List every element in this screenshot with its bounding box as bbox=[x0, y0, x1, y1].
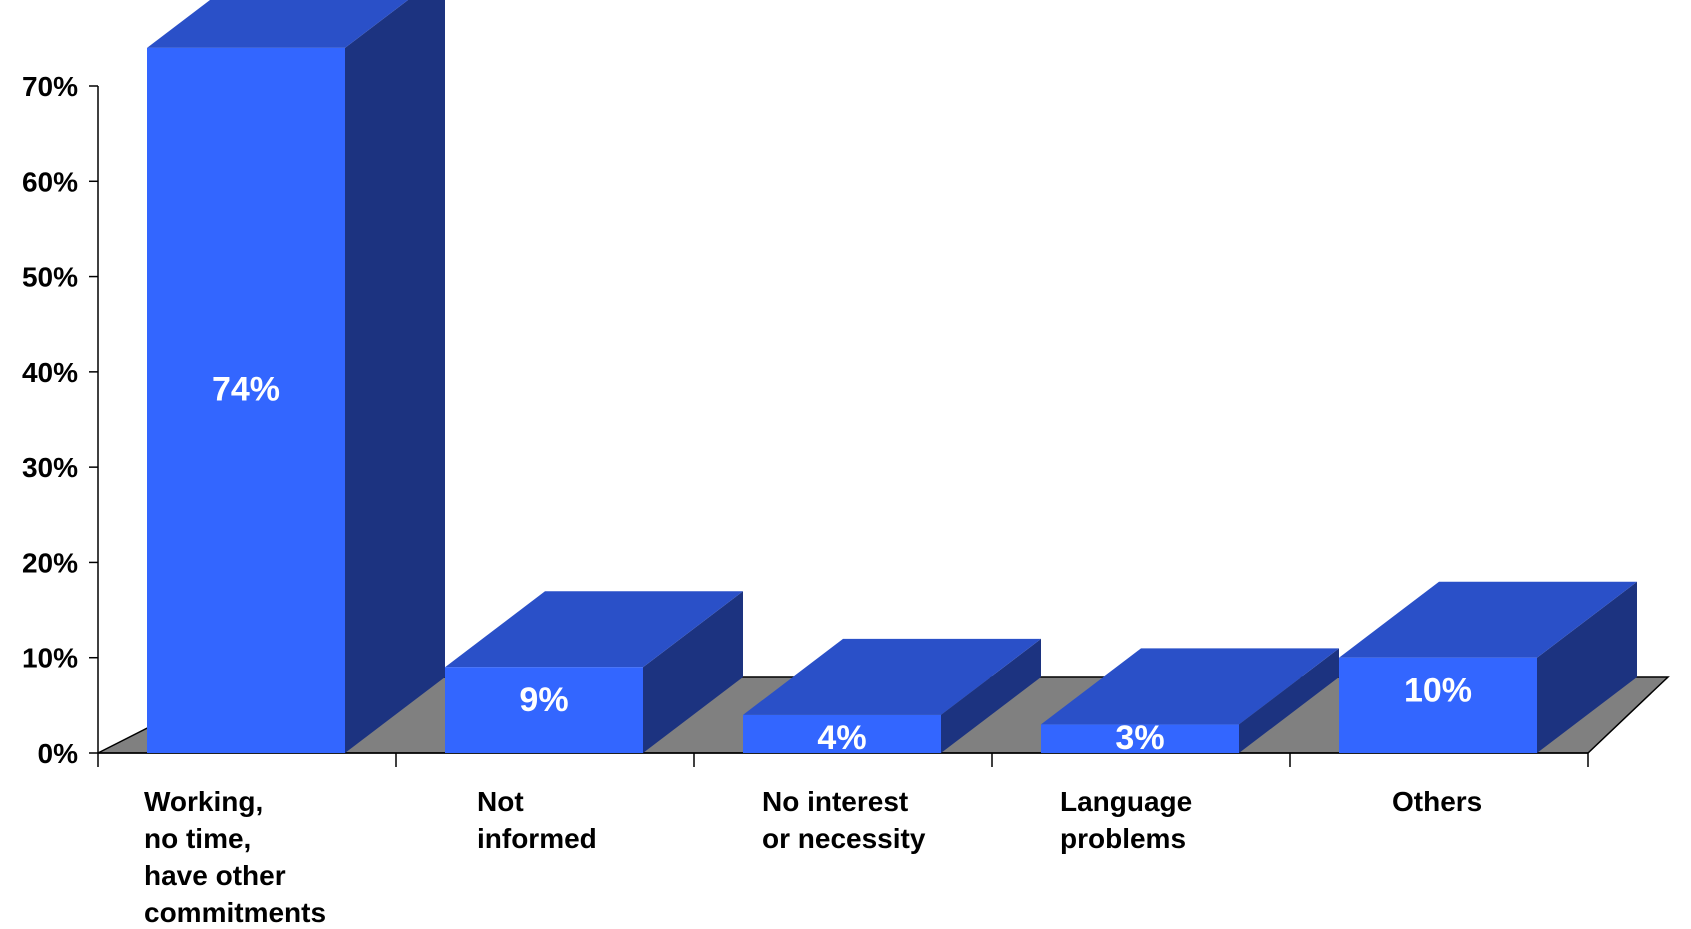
bar-side bbox=[1239, 648, 1339, 753]
bar-top bbox=[1041, 648, 1339, 725]
y-tick-label: 70% bbox=[22, 71, 78, 102]
bar-top bbox=[445, 591, 743, 668]
bar-5: 10% bbox=[1339, 581, 1637, 753]
bar-top bbox=[1339, 581, 1637, 658]
bar-top bbox=[147, 0, 409, 48]
bar-front bbox=[1339, 657, 1537, 753]
bar-value-label: 74% bbox=[212, 370, 280, 408]
bar-value-label: 4% bbox=[817, 719, 866, 757]
y-tick-label: 60% bbox=[22, 166, 78, 197]
bar-value-label: 10% bbox=[1404, 672, 1472, 710]
category-label: Others bbox=[1392, 786, 1482, 817]
category-labels: Working, no time, have other commitments Not… bbox=[144, 786, 1482, 928]
bar-side bbox=[643, 591, 743, 753]
bar-3: 4% bbox=[743, 638, 1041, 757]
y-tick-label: 50% bbox=[22, 262, 78, 293]
bar-side bbox=[941, 638, 1041, 753]
bars: 74% 9% 4% 3% 10% bbox=[147, 0, 1637, 757]
bar-front bbox=[743, 714, 941, 753]
category-label: Working, no time, have other commitments bbox=[144, 786, 326, 928]
bar-front bbox=[147, 47, 345, 753]
bar-top bbox=[743, 638, 1041, 715]
y-tick-label: 0% bbox=[38, 738, 79, 769]
category-label: Not informed bbox=[477, 786, 597, 854]
category-label: No interest or necessity bbox=[762, 786, 926, 854]
bar-value-label: 9% bbox=[519, 681, 568, 719]
y-tick-label: 30% bbox=[22, 452, 78, 483]
y-tick-label: 40% bbox=[22, 357, 78, 388]
bar-4: 3% bbox=[1041, 648, 1339, 757]
bar-front bbox=[445, 667, 643, 753]
bar-2: 9% bbox=[445, 591, 743, 753]
bar-value-label: 3% bbox=[1115, 719, 1164, 757]
bar-side bbox=[1537, 581, 1637, 753]
bar-side bbox=[345, 0, 445, 753]
y-tick-label: 10% bbox=[22, 643, 78, 674]
y-tick-label: 20% bbox=[22, 547, 78, 578]
category-label: Language problems bbox=[1060, 786, 1192, 854]
bar-1: 74% bbox=[147, 0, 445, 753]
bar-front bbox=[1041, 724, 1239, 753]
